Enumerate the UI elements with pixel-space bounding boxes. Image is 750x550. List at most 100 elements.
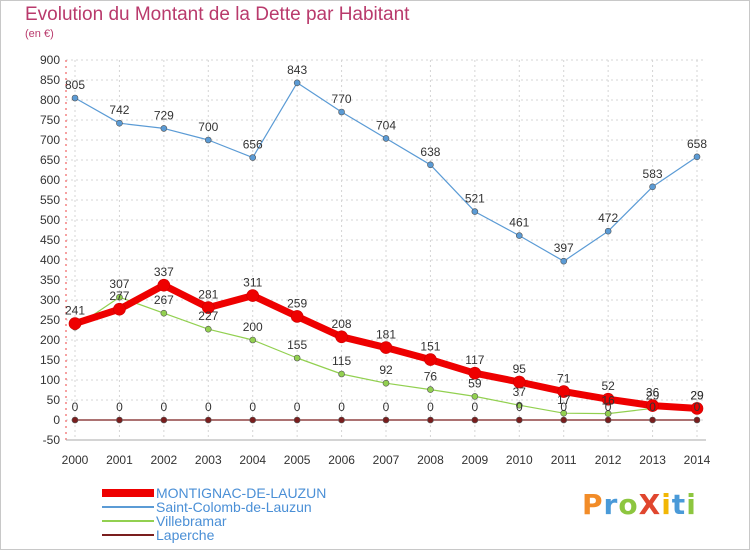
- data-label-saint-colomb: 397: [554, 241, 574, 255]
- y-tick-label: 750: [40, 113, 60, 127]
- data-point-laperche: [382, 416, 390, 424]
- data-point-montignac: [646, 399, 659, 412]
- x-tick-label: 2007: [373, 453, 400, 467]
- y-tick-label: 350: [40, 273, 60, 287]
- data-point-laperche: [71, 416, 79, 424]
- data-point-villebramar: [382, 379, 390, 387]
- data-label-villebramar: 115: [332, 354, 351, 368]
- legend-label-montignac: MONTIGNAC-DE-LAUZUN: [156, 485, 327, 501]
- data-point-saint-colomb: [382, 135, 390, 142]
- data-point-saint-colomb: [693, 153, 701, 161]
- chart-title: Evolution du Montant de la Dette par Hab…: [25, 4, 410, 25]
- data-point-laperche: [338, 416, 345, 424]
- y-tick-label: 800: [40, 93, 60, 107]
- data-label-montignac: 241: [65, 304, 85, 318]
- logo-letter: r: [603, 488, 619, 521]
- data-label-montignac: 337: [154, 265, 174, 279]
- proxiti-logo: ProXiti: [582, 488, 697, 521]
- data-label-laperche: 0: [649, 400, 656, 414]
- logo-letter: t: [671, 488, 687, 521]
- data-label-laperche: 0: [605, 400, 612, 414]
- data-label-saint-colomb: 770: [332, 92, 352, 106]
- data-label-saint-colomb: 843: [287, 63, 307, 77]
- y-tick-label: 100: [40, 373, 60, 387]
- y-tick-label: 650: [40, 153, 60, 167]
- data-point-montignac: [512, 375, 526, 389]
- data-point-montignac: [424, 353, 437, 366]
- data-label-montignac: 208: [332, 317, 352, 331]
- data-label-montignac: 151: [420, 340, 440, 354]
- data-point-laperche: [649, 416, 656, 424]
- data-label-montignac: 277: [109, 289, 129, 303]
- x-tick-label: 2002: [151, 453, 178, 467]
- y-tick-label: 250: [40, 313, 60, 327]
- data-label-montignac: 36: [646, 386, 660, 400]
- data-label-montignac: 311: [243, 276, 262, 290]
- data-point-saint-colomb: [560, 257, 568, 265]
- data-point-saint-colomb: [116, 119, 123, 127]
- y-tick-label: 200: [40, 333, 60, 347]
- data-label-villebramar: 29: [646, 388, 660, 402]
- data-label-saint-colomb: 805: [65, 78, 85, 92]
- data-point-villebramar: [515, 401, 523, 409]
- data-label-laperche: 0: [516, 400, 523, 414]
- data-point-laperche: [293, 416, 301, 424]
- data-label-laperche: 0: [472, 400, 479, 414]
- y-tick-label: 300: [40, 293, 60, 307]
- data-label-montignac: 71: [557, 372, 571, 386]
- y-tick-label: 500: [40, 213, 60, 227]
- data-point-saint-colomb: [604, 227, 612, 235]
- data-point-villebramar: [604, 410, 612, 417]
- data-label-montignac: 259: [287, 296, 307, 310]
- data-point-montignac: [201, 301, 215, 314]
- data-point-saint-colomb: [293, 79, 301, 87]
- y-tick-label: -50: [43, 433, 61, 447]
- data-label-villebramar: 59: [468, 376, 482, 390]
- legend-swatch-villebramar: [102, 520, 154, 522]
- legend-swatch-saint-colomb: [102, 506, 154, 508]
- data-label-laperche: 0: [427, 400, 434, 414]
- data-label-villebramar: 227: [198, 309, 218, 323]
- data-label-montignac: 281: [198, 288, 218, 302]
- data-label-laperche: 0: [116, 400, 123, 414]
- data-point-saint-colomb: [649, 183, 656, 191]
- data-point-saint-colomb: [471, 208, 479, 215]
- legend-label-laperche: Laperche: [156, 527, 215, 543]
- x-tick-label: 2012: [595, 453, 622, 467]
- data-point-saint-colomb: [71, 94, 79, 102]
- data-point-montignac: [113, 302, 126, 316]
- data-point-montignac: [290, 310, 304, 323]
- y-tick-label: 400: [40, 253, 60, 267]
- data-label-montignac: 117: [465, 353, 484, 367]
- data-label-saint-colomb: 658: [687, 137, 707, 151]
- data-label-saint-colomb: 521: [465, 192, 485, 206]
- data-label-saint-colomb: 742: [109, 103, 129, 117]
- data-label-laperche: 0: [161, 400, 168, 414]
- data-point-saint-colomb: [338, 108, 345, 116]
- logo-letter: P: [582, 488, 604, 521]
- data-point-laperche: [515, 416, 523, 424]
- x-tick-label: 2009: [462, 453, 489, 467]
- data-point-saint-colomb: [160, 125, 168, 132]
- y-tick-label: 550: [40, 193, 60, 207]
- data-point-saint-colomb: [427, 161, 434, 169]
- data-label-saint-colomb: 472: [598, 211, 618, 225]
- data-label-saint-colomb: 704: [376, 118, 396, 132]
- data-point-saint-colomb: [515, 232, 523, 239]
- data-point-montignac: [601, 392, 615, 406]
- data-point-villebramar: [471, 393, 479, 400]
- data-label-villebramar: 29: [690, 388, 704, 402]
- y-tick-label: 900: [40, 53, 60, 67]
- data-point-laperche: [560, 416, 568, 424]
- data-point-laperche: [427, 416, 434, 424]
- data-label-laperche: 0: [249, 400, 256, 414]
- data-point-villebramar: [249, 336, 257, 344]
- logo-letter: o: [618, 488, 639, 521]
- x-tick-label: 2010: [506, 453, 533, 467]
- data-label-villebramar: 155: [287, 338, 307, 352]
- data-point-laperche: [471, 416, 479, 424]
- x-tick-label: 2004: [239, 453, 266, 467]
- data-label-laperche: 0: [294, 400, 301, 414]
- y-tick-label: 450: [40, 233, 60, 247]
